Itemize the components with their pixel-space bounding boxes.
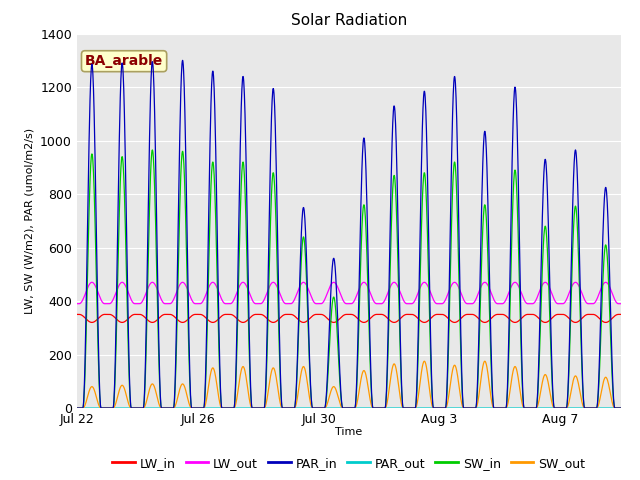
Text: BA_arable: BA_arable xyxy=(85,54,163,68)
Y-axis label: LW, SW (W/m2), PAR (umol/m2/s): LW, SW (W/m2), PAR (umol/m2/s) xyxy=(24,128,35,314)
Title: Solar Radiation: Solar Radiation xyxy=(291,13,407,28)
Legend: LW_in, LW_out, PAR_in, PAR_out, SW_in, SW_out: LW_in, LW_out, PAR_in, PAR_out, SW_in, S… xyxy=(108,452,590,475)
X-axis label: Time: Time xyxy=(335,427,362,437)
